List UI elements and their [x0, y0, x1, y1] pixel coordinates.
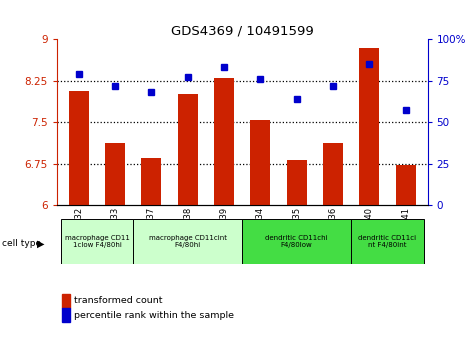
Bar	[61, 219, 133, 264]
Bar	[142, 158, 162, 205]
Bar	[396, 165, 416, 205]
Text: dendritic CD11ci
nt F4/80int: dendritic CD11ci nt F4/80int	[359, 235, 417, 248]
Text: ▶: ▶	[37, 239, 44, 249]
Bar	[351, 219, 424, 264]
Title: GDS4369 / 10491599: GDS4369 / 10491599	[171, 25, 314, 38]
Text: cell type: cell type	[2, 239, 41, 248]
Bar	[360, 48, 380, 205]
Text: macrophage CD11cint
F4/80hi: macrophage CD11cint F4/80hi	[149, 235, 227, 248]
Bar	[69, 91, 89, 205]
Text: dendritic CD11chi
F4/80low: dendritic CD11chi F4/80low	[266, 235, 328, 248]
Bar	[287, 160, 307, 205]
Text: macrophage CD11
1clow F4/80hi: macrophage CD11 1clow F4/80hi	[65, 235, 129, 248]
Text: percentile rank within the sample: percentile rank within the sample	[74, 310, 234, 320]
Bar	[178, 95, 198, 205]
Bar	[323, 143, 343, 205]
Bar	[250, 120, 270, 205]
Bar	[105, 143, 125, 205]
Text: transformed count: transformed count	[74, 296, 162, 306]
Bar	[214, 78, 234, 205]
Bar	[133, 219, 242, 264]
Bar	[242, 219, 351, 264]
